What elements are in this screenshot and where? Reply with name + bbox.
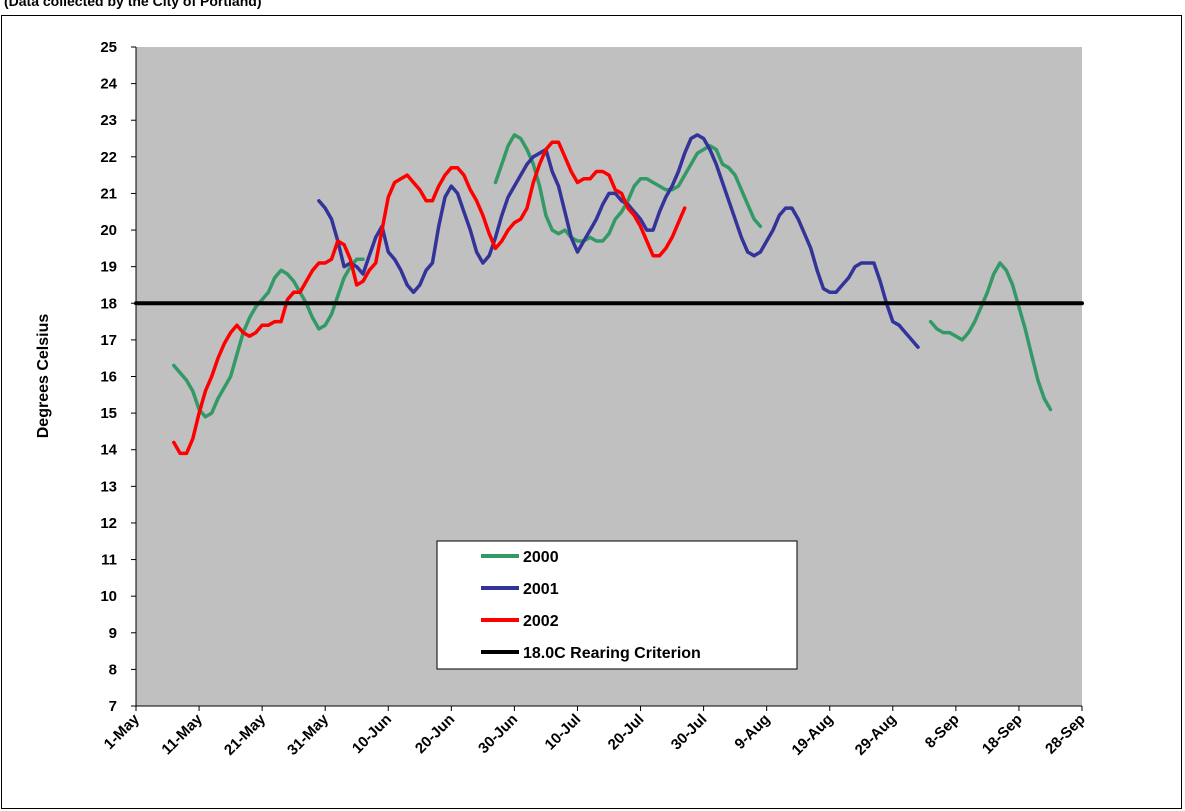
y-tick-label: 15 [100,405,117,422]
y-tick-label: 8 [109,661,117,678]
x-tick-label: 30-Jul [668,711,711,754]
legend-label: 2000 [523,549,559,566]
chart-caption: (Data collected by the City of Portland) [4,0,262,9]
x-tick-label: 18-Sep [979,711,1026,758]
legend-box [436,540,798,670]
series-line-2000-seg-0 [172,257,365,419]
y-ticks: 7 8 9 10 11 12 13 14 15 16 17 18 19 20 21 22 23 24 25 [100,39,136,715]
x-ticks: 1-May 11-May 21-May 31-May 10-Jun 20-Jun 30-Ju… [101,706,1089,759]
series-line-2000-seg-1 [493,133,763,243]
y-tick-label: 25 [100,39,117,56]
x-tick-label: 10-Jun [349,711,395,757]
y-tick-label: 10 [100,588,117,605]
y-tick-label: 13 [100,478,117,495]
x-tick-label: 9-Aug [731,711,773,753]
x-tick-label: 20-Jun [412,711,458,757]
y-tick-label: 23 [100,112,117,129]
legend-label: 2001 [523,581,559,598]
series-line-2002-seg-0 [172,140,687,456]
y-tick-label: 7 [109,698,117,715]
x-tick-label: 1-May [101,710,144,753]
x-tick-label: 11-May [158,710,206,758]
legend-label: 2002 [523,613,559,630]
x-tick-label: 21-May [221,710,269,758]
series-line-2000-seg-2 [928,261,1053,412]
x-tick-label: 20-Jul [605,711,648,754]
y-tick-label: 21 [100,185,117,202]
chart-frame [1,15,1182,809]
y-tick-label: 17 [100,332,117,349]
x-tick-label: 31-May [284,710,332,758]
y-tick-label: 18 [100,295,117,312]
y-axis-label: Degrees Celsius [35,314,52,439]
y-tick-label: 22 [100,149,117,166]
y-tick-label: 9 [109,625,117,642]
x-tick-label: 19-Aug [789,711,837,759]
x-tick-label: 10-Jul [542,711,585,754]
x-tick-label: 28-Sep [1042,711,1089,758]
x-tick-label: 29-Aug [852,711,900,759]
y-tick-label: 24 [100,76,117,93]
x-tick-label: 30-Jun [475,711,521,757]
legend-label: 18.0C Rearing Criterion [523,645,701,662]
y-tick-label: 14 [100,442,117,459]
y-tick-label: 11 [101,552,117,569]
legend: 2000 2001 2002 18.0C Rearing Criterion [436,540,798,670]
y-tick-label: 16 [100,369,117,386]
y-tick-label: 19 [100,259,117,276]
series-layer [134,133,1084,456]
y-tick-label: 12 [100,515,117,532]
x-tick-label: 8-Sep [922,711,963,752]
series-line-2001-seg-0 [317,133,920,349]
y-tick-label: 20 [100,222,117,239]
